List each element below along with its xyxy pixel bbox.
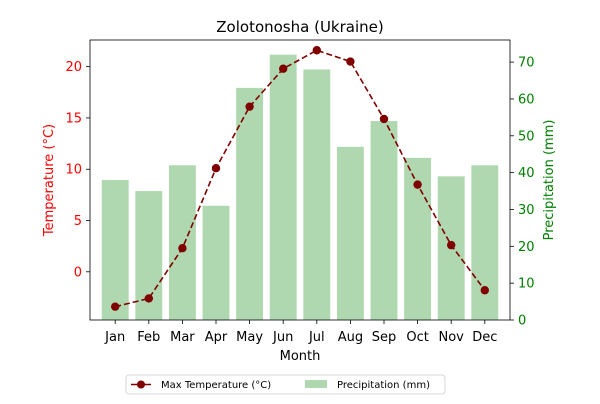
- legend-line-marker: [137, 380, 145, 389]
- temperature-point-nov: [447, 240, 456, 250]
- precipitation-bar-may: [236, 87, 264, 320]
- chart-title: Zolotonosha (Ukraine): [216, 18, 383, 36]
- temperature-point-feb: [144, 294, 153, 303]
- x-tick-label-apr: Apr: [205, 330, 228, 345]
- precipitation-bar-jun: [269, 54, 297, 320]
- y-right-tick-label-0: 0: [518, 314, 526, 329]
- legend-label-precipitation: Precipitation (mm): [337, 380, 430, 391]
- temperature-point-may: [245, 102, 254, 111]
- x-tick-label-jul: Jul: [308, 330, 325, 345]
- temperature-point-jun: [279, 64, 288, 73]
- y-left-tick-label-20: 20: [65, 60, 82, 75]
- x-tick-label-jun: Jun: [272, 330, 293, 345]
- precipitation-bar-dec: [471, 165, 499, 320]
- precipitation-bar-apr: [202, 205, 230, 320]
- y-axis-right: 0 10 20 30 40 50 60 70: [510, 56, 535, 329]
- x-tick-label-may: May: [236, 330, 263, 345]
- precipitation-bar-aug: [336, 146, 364, 320]
- temperature-point-jan: [111, 302, 120, 311]
- y-right-tick-label-60: 60: [518, 92, 535, 107]
- x-tick-label-feb: Feb: [137, 330, 160, 345]
- x-axis: Jan Feb Mar Apr May Jun Jul Aug Sep Oct Nov Dec: [104, 320, 497, 345]
- x-tick-label-aug: Aug: [338, 330, 363, 345]
- x-tick-label-mar: Mar: [170, 330, 195, 345]
- y-right-tick-label-40: 40: [518, 166, 535, 181]
- y-right-tick-label-30: 30: [518, 203, 535, 218]
- y-left-tick-label-10: 10: [65, 163, 82, 178]
- temperature-point-apr: [211, 164, 221, 173]
- x-tick-label-jan: Jan: [104, 330, 125, 345]
- y-axis-left: 0 5 10 15 20: [65, 60, 90, 280]
- x-tick-label-sep: Sep: [372, 330, 397, 345]
- y-left-tick-label-0: 0: [74, 265, 82, 280]
- y-axis-left-label: Temperature (°C): [42, 124, 57, 237]
- y-left-tick-label-5: 5: [74, 214, 82, 229]
- legend-label-temperature: Max Temperature (°C): [161, 380, 271, 391]
- precipitation-bar-mar: [168, 165, 196, 320]
- temperature-point-sep: [379, 114, 389, 124]
- temperature-point-dec: [480, 286, 489, 295]
- legend-bar-swatch: [305, 380, 327, 388]
- precipitation-bar-jan: [101, 180, 129, 320]
- temperature-point-aug: [346, 57, 355, 66]
- line-layer: [111, 46, 489, 311]
- plot-frame: [89, 39, 511, 321]
- precipitation-bar-jul: [303, 69, 331, 320]
- x-tick-label-dec: Dec: [472, 330, 497, 345]
- temperature-point-jul: [312, 46, 321, 55]
- y-right-tick-label-20: 20: [518, 240, 535, 255]
- y-right-tick-label-10: 10: [518, 277, 535, 292]
- legend-box: [125, 374, 446, 395]
- legend: Max Temperature (°C) Precipitation (mm): [125, 374, 446, 395]
- y-axis-right-label: Precipitation (mm): [542, 120, 557, 241]
- temperature-line: [115, 49, 486, 308]
- x-tick-label-nov: Nov: [439, 330, 465, 345]
- x-tick-label-oct: Oct: [406, 330, 428, 345]
- y-right-tick-label-50: 50: [518, 129, 535, 144]
- y-left-tick-label-15: 15: [65, 111, 82, 126]
- temperature-point-mar: [178, 244, 187, 253]
- precipitation-bar-sep: [370, 121, 398, 320]
- temperature-point-oct: [413, 180, 422, 189]
- y-right-tick-label-70: 70: [518, 56, 535, 71]
- x-axis-label: Month: [280, 349, 321, 364]
